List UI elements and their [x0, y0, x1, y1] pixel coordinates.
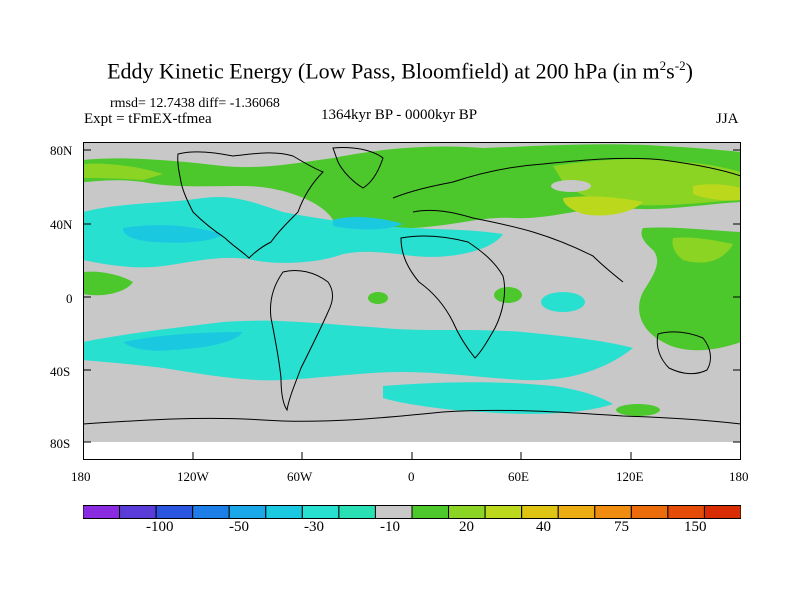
colorbar-label: -50 — [229, 519, 249, 535]
y-tick-label: 0 — [66, 291, 73, 306]
colorbar-box — [557, 505, 596, 519]
negative-contour-natl — [83, 196, 503, 268]
negative-contour-natl-mid — [123, 217, 403, 243]
antarctic-blank — [83, 442, 741, 460]
positive-contour-north-mid — [83, 159, 741, 206]
colorbar-box — [228, 505, 267, 519]
experiment-label: Expt = tFmEX-tfmea — [84, 111, 212, 127]
axis-ticks — [83, 149, 741, 460]
x-tick-label: 60W — [287, 469, 313, 484]
y-tick-label: 40N — [50, 217, 73, 232]
ekn-map — [83, 142, 741, 460]
positive-spot-sindian — [616, 404, 660, 416]
stats-text: rmsd= 12.7438 diff= -1.36068 — [110, 96, 280, 111]
colorbar-box — [119, 505, 157, 519]
positive-contour-north-high — [563, 184, 741, 216]
colorbar-box — [265, 505, 303, 519]
colorbar-box — [484, 505, 523, 519]
coast-australia — [656, 331, 711, 375]
positive-contour-east-pacific — [83, 271, 133, 296]
season-label: JJA — [716, 111, 739, 127]
x-tick-label: 180 — [71, 469, 91, 484]
coastlines — [83, 147, 741, 425]
colorbar-box — [630, 505, 669, 519]
y-tick-label: 40S — [50, 364, 71, 379]
colorbar-box — [338, 505, 376, 519]
coast-greenland — [332, 147, 384, 189]
colorbar-box — [155, 505, 194, 519]
colorbar-box — [594, 505, 632, 519]
colorbar-box — [411, 505, 450, 519]
negative-spot-indian — [541, 292, 585, 312]
colorbar-box — [301, 505, 340, 519]
coast-south-america — [270, 269, 333, 412]
negative-contour-epacific — [83, 240, 163, 264]
colorbar — [83, 505, 741, 519]
colorbar-label: 75 — [614, 519, 629, 535]
x-tick-label: 60E — [508, 469, 529, 484]
y-tick-label: 80N — [50, 143, 73, 158]
y-tick-label: 80S — [50, 436, 71, 451]
colorbar-box — [192, 505, 230, 519]
colorbar-box — [374, 505, 413, 519]
coast-antarctica — [83, 409, 741, 425]
colorbar-box — [83, 505, 121, 519]
period-label: 1364kyr BP - 0000kyr BP — [321, 107, 478, 123]
positive-spot-atlantic — [368, 292, 388, 304]
colorbar-box — [667, 505, 705, 519]
neutral-spot — [551, 180, 591, 192]
negative-contour-indian — [383, 382, 613, 414]
colorbar-box — [703, 505, 741, 519]
positive-spot-africa — [494, 287, 522, 303]
colorbar-label: 40 — [536, 519, 551, 535]
x-tick-label: 120W — [177, 469, 209, 484]
x-tick-label: 120E — [616, 469, 644, 484]
colorbar-label: -100 — [146, 519, 174, 535]
colorbar-label: -30 — [304, 519, 324, 535]
positive-contour-wpac-inner — [672, 237, 733, 263]
x-tick-label: 0 — [408, 469, 415, 484]
colorbar-label: -10 — [380, 519, 400, 535]
colorbar-box — [521, 505, 559, 519]
colorbar-box — [448, 505, 486, 519]
x-tick-label: 180 — [729, 469, 749, 484]
coast-africa — [400, 235, 506, 359]
colorbar-label: 20 — [459, 519, 474, 535]
colorbar-label: 150 — [684, 519, 707, 535]
coast-europe-asia — [392, 157, 741, 283]
coast-north-america — [177, 151, 324, 259]
negative-contour-south-mid — [123, 332, 243, 351]
plot-title: Eddy Kinetic Energy (Low Pass, Bloomfiel… — [107, 58, 693, 84]
